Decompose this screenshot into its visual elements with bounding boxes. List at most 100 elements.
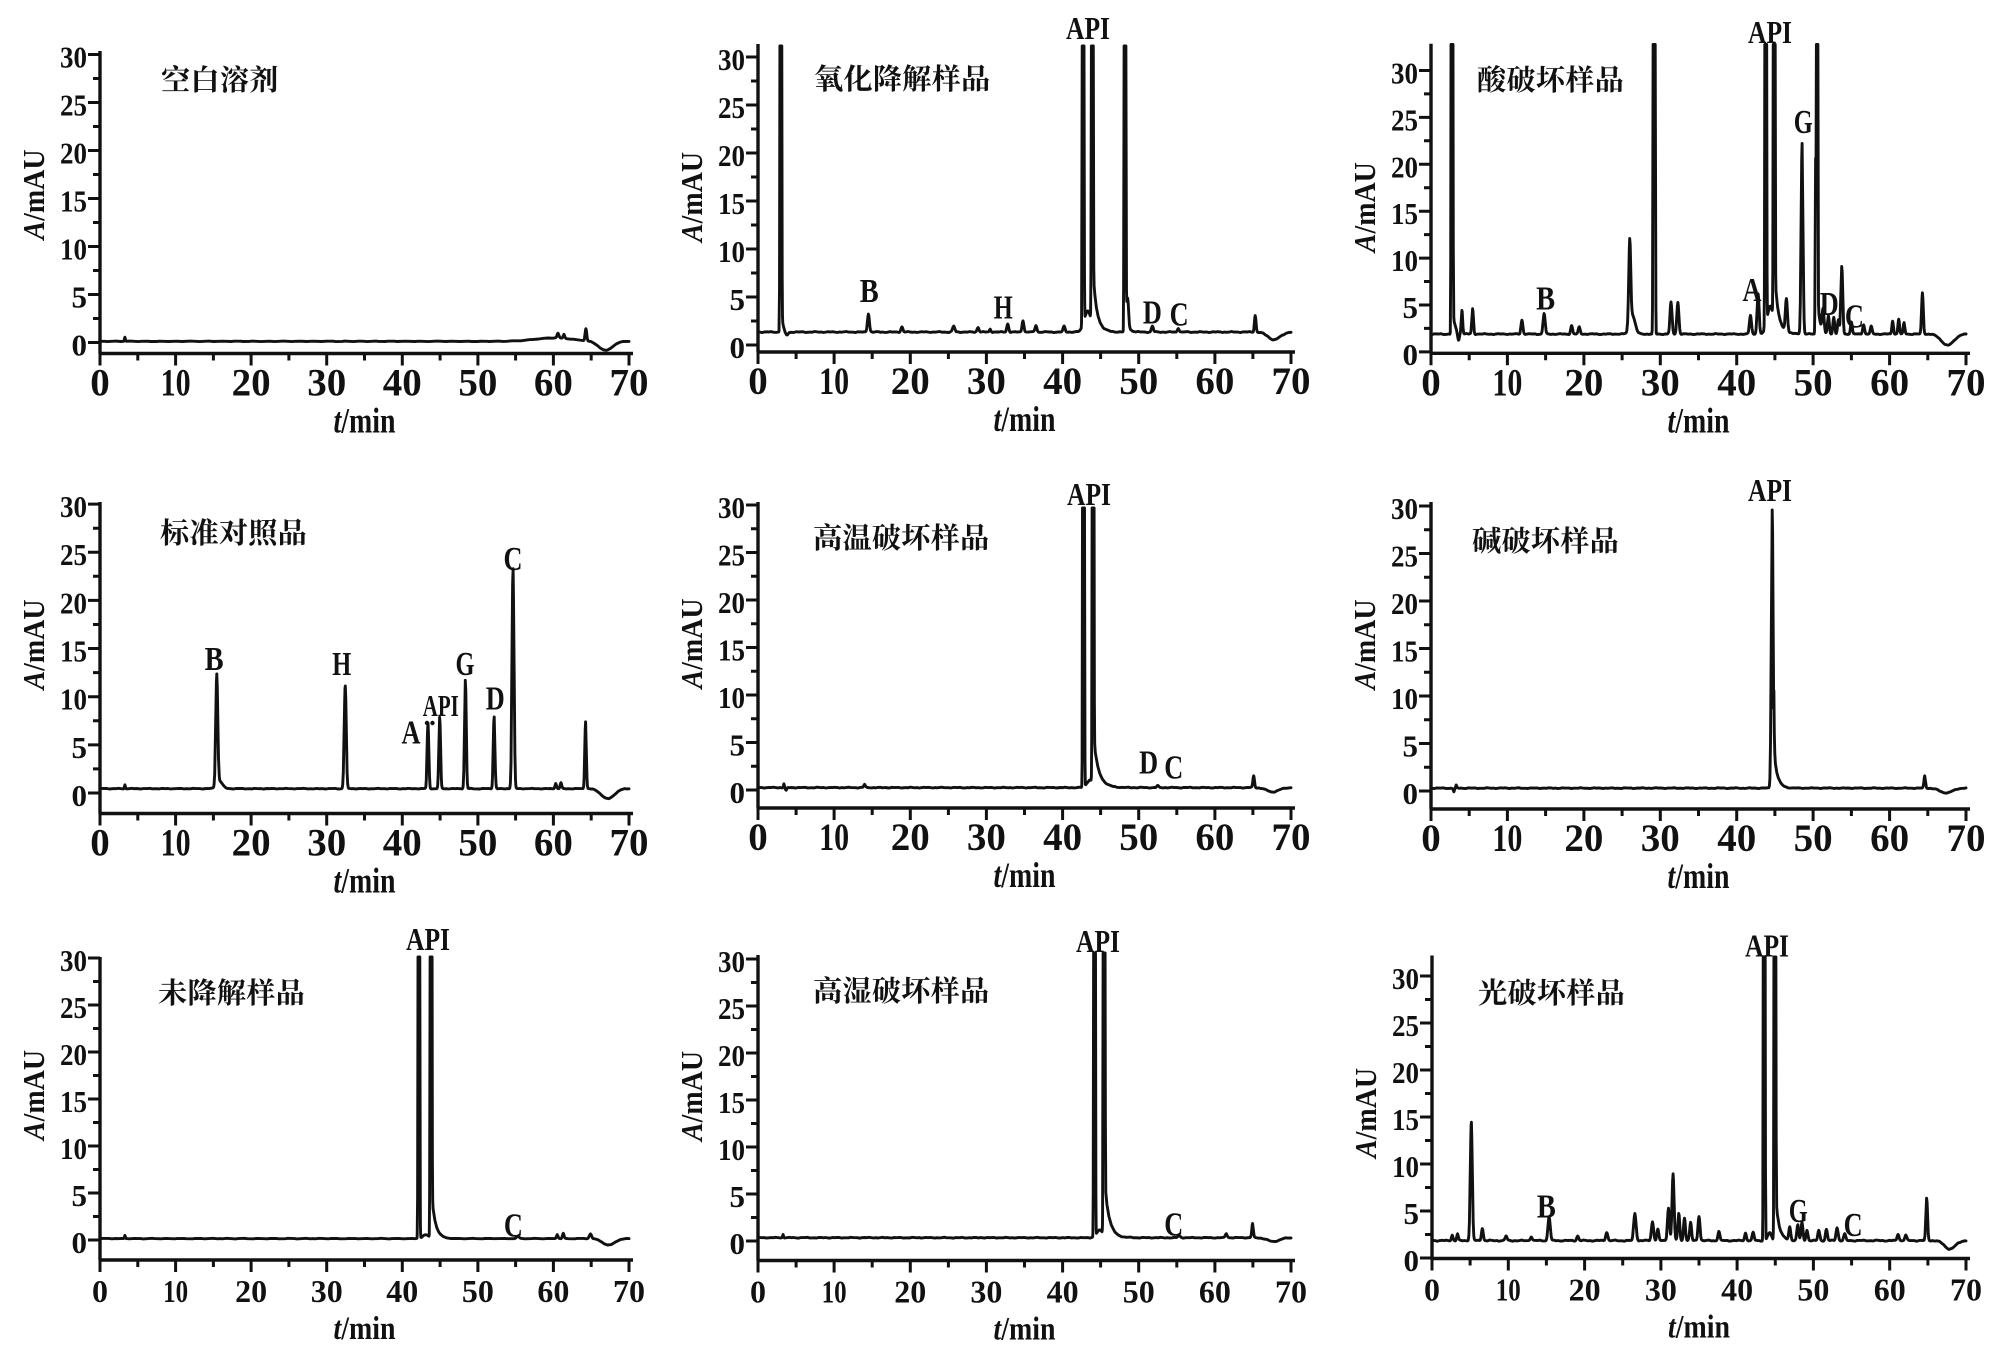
- svg-text:25: 25: [60, 537, 87, 572]
- svg-text:0: 0: [750, 1274, 766, 1310]
- svg-text:20: 20: [60, 585, 87, 620]
- svg-text:t/min: t/min: [1668, 856, 1730, 896]
- svg-text:t/min: t/min: [994, 399, 1056, 439]
- svg-text:H: H: [994, 290, 1013, 327]
- svg-text:A/mAU: A/mAU: [16, 600, 51, 692]
- svg-text:5: 5: [730, 728, 746, 763]
- svg-text:50: 50: [1123, 1274, 1155, 1310]
- svg-text:0: 0: [1403, 776, 1419, 811]
- svg-text:20: 20: [718, 1038, 745, 1073]
- svg-text:20: 20: [60, 1037, 87, 1072]
- svg-text:API: API: [1748, 472, 1792, 508]
- svg-text:25: 25: [1391, 539, 1418, 574]
- svg-text:H: H: [332, 646, 351, 683]
- svg-text:40: 40: [1043, 816, 1082, 859]
- svg-text:5: 5: [730, 282, 746, 317]
- svg-text:70: 70: [610, 362, 649, 405]
- svg-text:0: 0: [1421, 361, 1441, 404]
- svg-text:70: 70: [1947, 361, 1986, 404]
- svg-text:0: 0: [1421, 817, 1441, 860]
- svg-text:0: 0: [72, 328, 88, 363]
- svg-text:25: 25: [718, 991, 745, 1026]
- svg-text:50: 50: [462, 1273, 494, 1309]
- svg-text:5: 5: [72, 280, 88, 315]
- svg-text:20: 20: [718, 585, 745, 620]
- svg-text:API: API: [1745, 928, 1789, 964]
- svg-text:t/min: t/min: [334, 1311, 396, 1347]
- svg-text:10: 10: [718, 234, 745, 269]
- svg-text:A/mAU: A/mAU: [674, 1051, 709, 1143]
- svg-text:C: C: [1164, 1207, 1183, 1244]
- svg-text:50: 50: [1794, 361, 1833, 404]
- svg-text:60: 60: [1870, 361, 1909, 404]
- svg-text:API: API: [1076, 923, 1120, 959]
- svg-text:A/mAU: A/mAU: [16, 150, 51, 242]
- svg-text:B: B: [1536, 280, 1555, 317]
- svg-text:0: 0: [730, 330, 746, 365]
- svg-text:70: 70: [1947, 817, 1986, 860]
- svg-text:25: 25: [718, 538, 745, 573]
- svg-text:30: 30: [970, 1274, 1002, 1310]
- svg-text:0: 0: [748, 360, 768, 403]
- svg-text:0: 0: [90, 822, 110, 865]
- svg-text:10: 10: [1496, 1272, 1521, 1308]
- svg-text:t/min: t/min: [994, 855, 1056, 895]
- svg-text:C: C: [1164, 750, 1183, 787]
- svg-text:70: 70: [1272, 360, 1311, 403]
- svg-text:50: 50: [1119, 816, 1158, 859]
- svg-text:0: 0: [1404, 1243, 1420, 1278]
- svg-text:B: B: [860, 273, 879, 310]
- svg-text:60: 60: [534, 822, 573, 865]
- svg-text:C: C: [1170, 296, 1189, 333]
- svg-text:70: 70: [610, 822, 649, 865]
- svg-text:D: D: [486, 681, 505, 718]
- svg-text:A/mAU: A/mAU: [674, 599, 709, 691]
- svg-text:30: 30: [718, 42, 745, 77]
- svg-text:30: 30: [60, 40, 87, 75]
- svg-text:0: 0: [730, 1226, 746, 1261]
- svg-text:API: API: [1066, 10, 1110, 46]
- svg-text:30: 30: [718, 490, 745, 525]
- svg-text:30: 30: [1392, 961, 1419, 996]
- svg-text:30: 30: [1391, 56, 1418, 91]
- svg-text:70: 70: [1950, 1272, 1982, 1308]
- svg-text:A/mAU: A/mAU: [16, 1050, 51, 1142]
- svg-text:50: 50: [1794, 817, 1833, 860]
- svg-text:30: 30: [1645, 1272, 1677, 1308]
- svg-text:20: 20: [1569, 1272, 1601, 1308]
- svg-text:40: 40: [383, 362, 422, 405]
- svg-text:A/mAU: A/mAU: [1347, 600, 1382, 692]
- svg-text:30: 30: [1391, 491, 1418, 526]
- svg-text:10: 10: [822, 1274, 847, 1310]
- svg-text:40: 40: [1721, 1272, 1753, 1308]
- svg-text:A: A: [402, 714, 421, 751]
- svg-text:50: 50: [458, 362, 497, 405]
- svg-text:25: 25: [718, 90, 745, 125]
- svg-text:30: 30: [967, 360, 1006, 403]
- svg-text:60: 60: [1195, 360, 1234, 403]
- svg-text:15: 15: [1392, 1102, 1419, 1137]
- svg-text:20: 20: [235, 1273, 267, 1309]
- svg-text:D: D: [1139, 745, 1158, 782]
- svg-text:50: 50: [1797, 1272, 1829, 1308]
- svg-text:t/min: t/min: [1668, 400, 1730, 440]
- svg-text:A/mAU: A/mAU: [1348, 1068, 1383, 1160]
- svg-text:0: 0: [72, 1225, 88, 1260]
- svg-text:G: G: [456, 646, 475, 683]
- svg-text:10: 10: [819, 816, 849, 859]
- svg-text:0: 0: [1424, 1272, 1440, 1308]
- svg-text:25: 25: [1392, 1008, 1419, 1043]
- svg-text:0: 0: [730, 775, 746, 810]
- svg-text:25: 25: [1391, 102, 1418, 137]
- svg-text:API: API: [1748, 14, 1792, 50]
- svg-text:25: 25: [60, 88, 87, 123]
- svg-text:10: 10: [1492, 817, 1522, 860]
- svg-text:5: 5: [72, 730, 88, 765]
- svg-text:20: 20: [1391, 586, 1418, 621]
- svg-text:B: B: [205, 641, 224, 678]
- svg-text:70: 70: [1272, 816, 1311, 859]
- svg-text:C: C: [1844, 1207, 1863, 1244]
- svg-text:10: 10: [718, 680, 745, 715]
- svg-text:40: 40: [383, 822, 422, 865]
- svg-text:20: 20: [1391, 149, 1418, 184]
